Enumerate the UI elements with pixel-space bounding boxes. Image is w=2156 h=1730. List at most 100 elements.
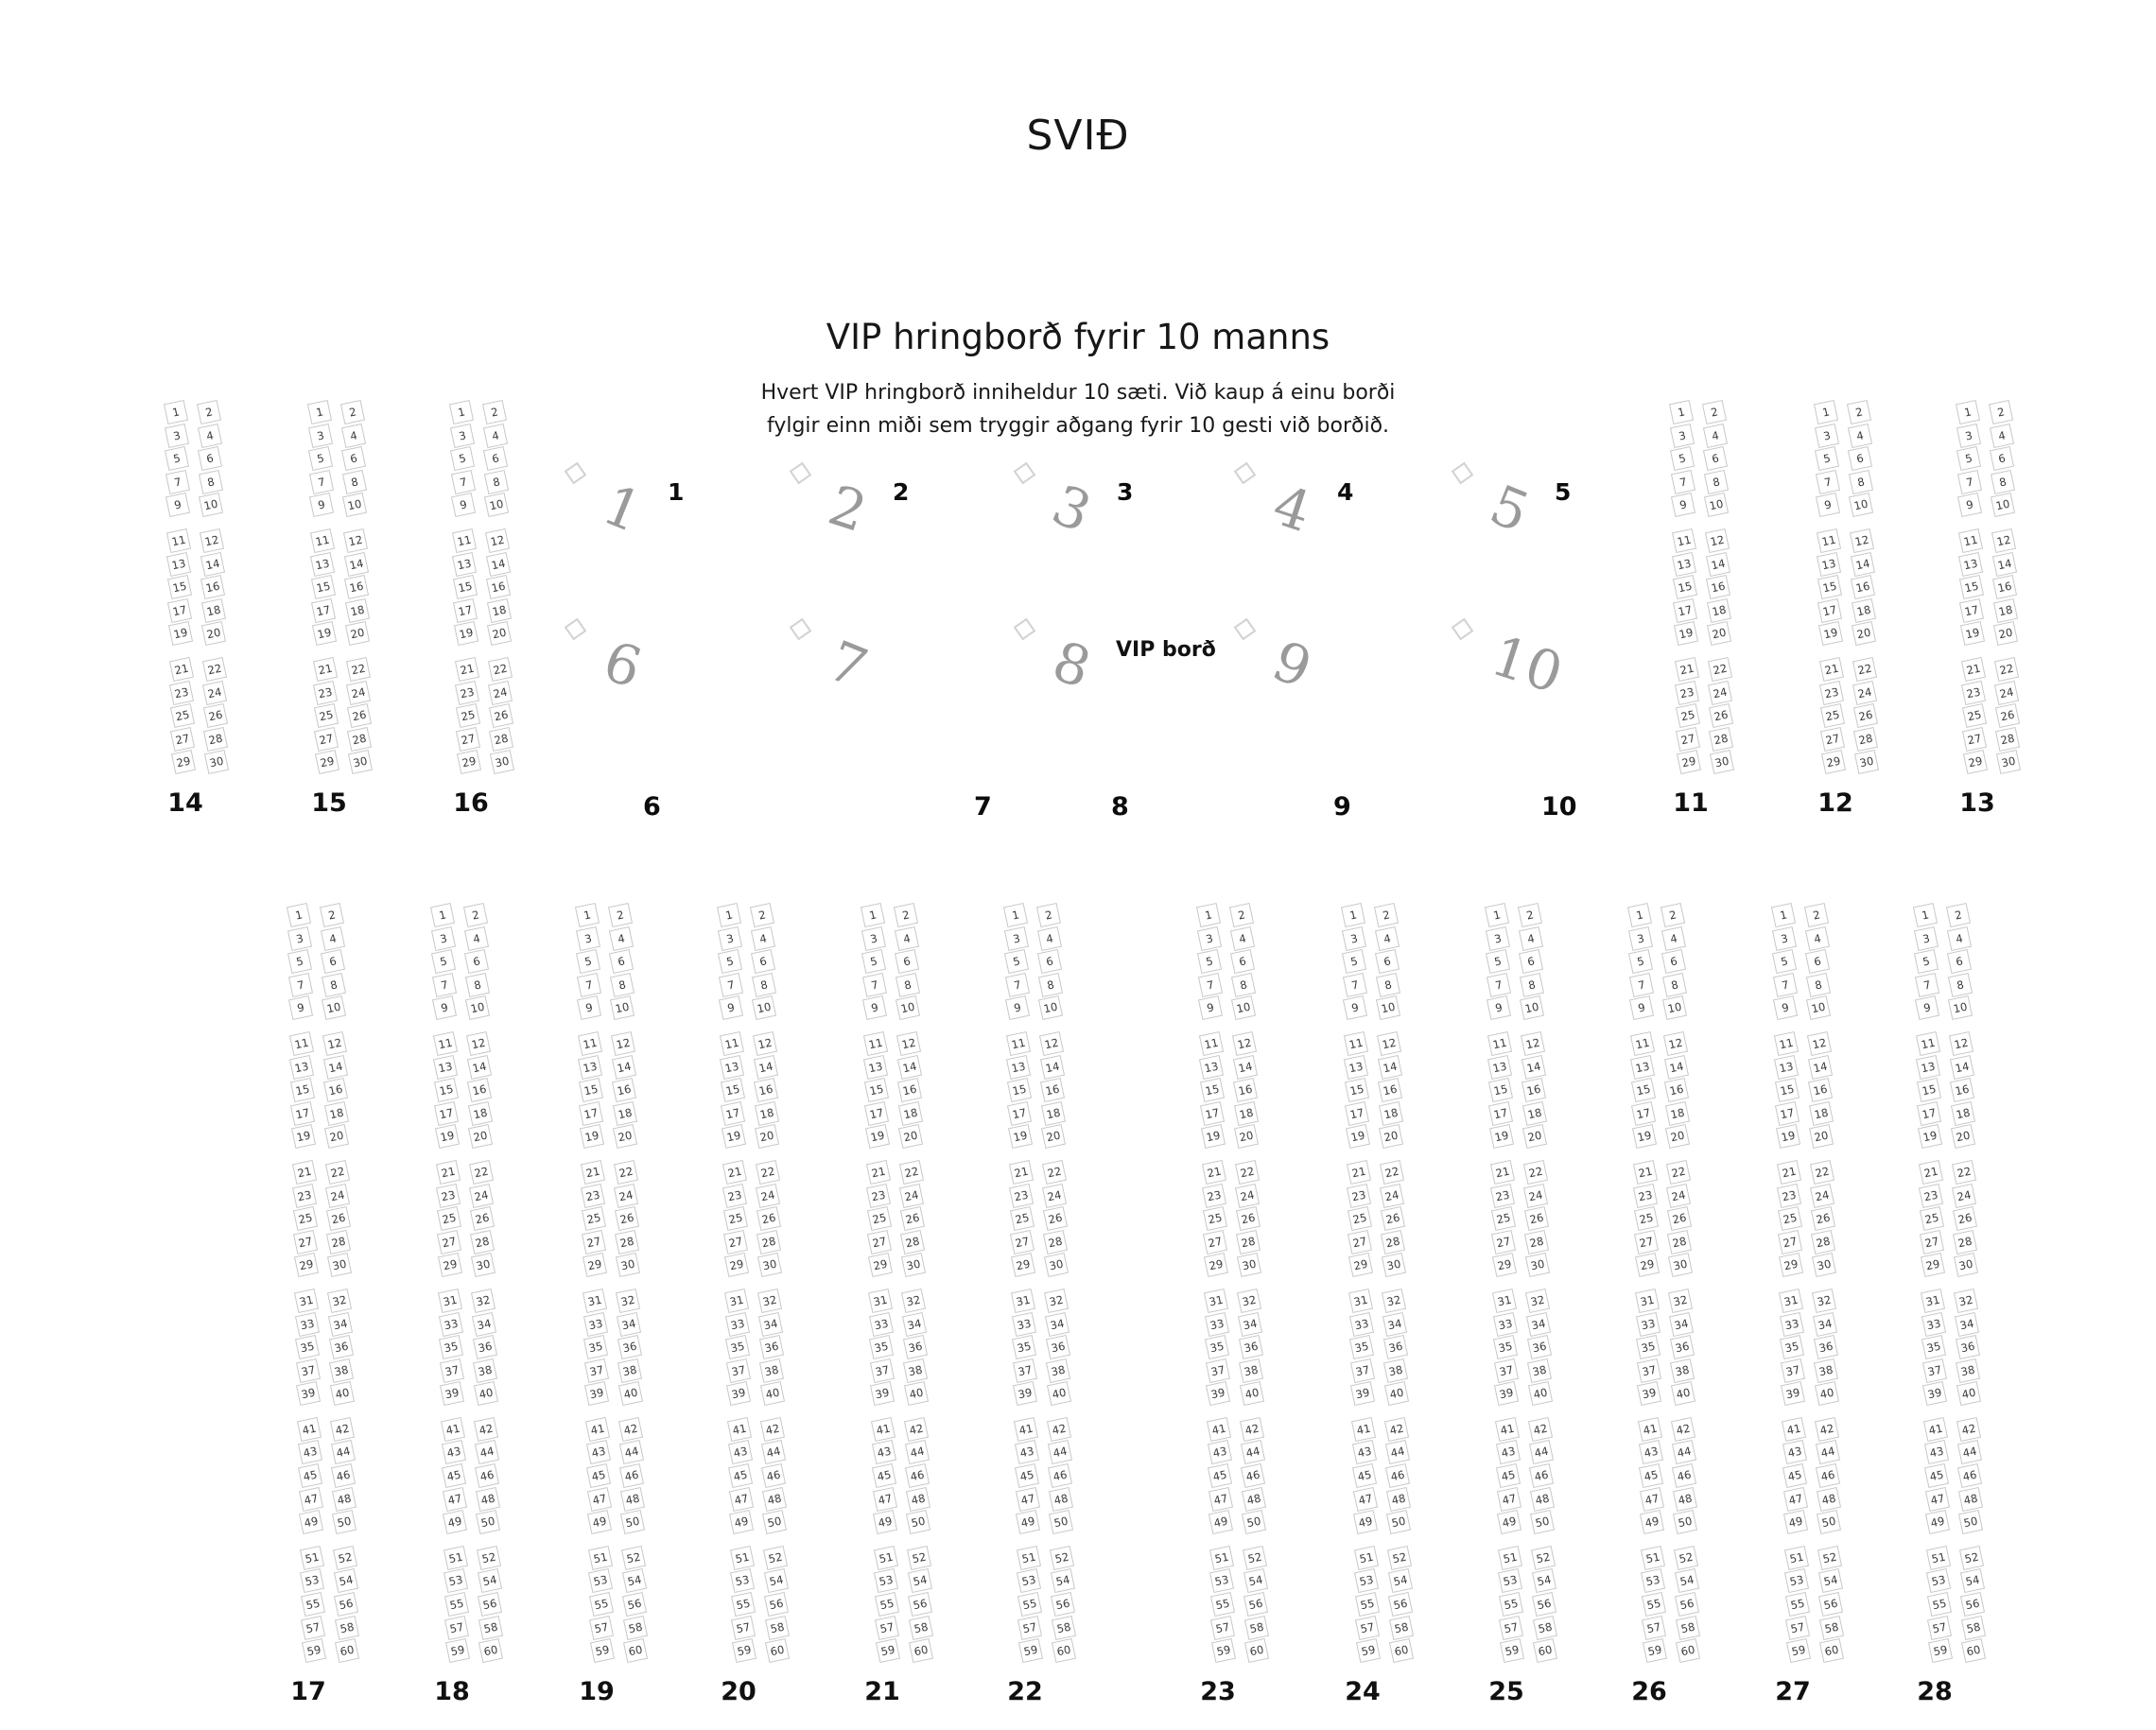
seat[interactable]: 8 [1848, 469, 1873, 494]
seat[interactable]: 42 [1956, 1416, 1982, 1442]
seat[interactable]: 60 [909, 1638, 934, 1664]
seat[interactable]: 6 [609, 949, 635, 975]
seat[interactable]: 42 [1528, 1416, 1554, 1442]
seat[interactable]: 27 [1962, 726, 1988, 752]
seat[interactable]: 30 [1709, 750, 1734, 775]
seat[interactable]: 13 [1630, 1054, 1656, 1080]
seat[interactable]: 25 [313, 703, 339, 729]
seat[interactable]: 27 [1634, 1229, 1660, 1254]
seat[interactable]: 4 [894, 926, 919, 951]
seat[interactable]: 18 [1040, 1100, 1066, 1126]
seat[interactable]: 54 [1674, 1568, 1699, 1594]
seat[interactable]: 50 [1673, 1510, 1698, 1535]
seat[interactable]: 26 [1810, 1206, 1835, 1232]
seat[interactable]: 1 [448, 399, 475, 425]
seat[interactable]: 26 [614, 1206, 639, 1232]
seat[interactable]: 17 [434, 1100, 460, 1126]
seat[interactable]: 8 [1703, 469, 1729, 494]
seat[interactable]: 56 [1243, 1591, 1269, 1618]
seat[interactable]: 23 [1919, 1183, 1944, 1208]
seat[interactable]: 25 [455, 703, 480, 729]
seat[interactable]: 51 [443, 1545, 468, 1570]
seat[interactable]: 27 [170, 726, 196, 752]
seat[interactable]: 13 [1958, 551, 1984, 577]
seat[interactable]: 2 [1518, 902, 1543, 928]
seat[interactable]: 22 [1041, 1159, 1067, 1185]
seat[interactable]: 56 [478, 1591, 503, 1618]
seat[interactable]: 49 [1640, 1510, 1665, 1535]
seat[interactable]: 12 [199, 528, 224, 554]
seat[interactable]: 53 [1498, 1568, 1523, 1594]
seat[interactable]: 47 [728, 1486, 754, 1512]
seat[interactable]: 52 [762, 1545, 788, 1570]
seat[interactable]: 16 [612, 1078, 637, 1103]
seat[interactable]: 40 [617, 1381, 643, 1407]
seat[interactable]: 3 [575, 926, 600, 951]
seat[interactable]: 26 [1235, 1206, 1261, 1232]
seat[interactable]: 15 [1817, 575, 1842, 600]
seat[interactable]: 39 [1781, 1381, 1806, 1407]
seat[interactable]: 3 [1669, 423, 1695, 448]
seat[interactable]: 31 [868, 1288, 894, 1313]
seat[interactable]: 23 [455, 680, 480, 705]
seat[interactable]: 38 [1670, 1358, 1695, 1383]
seat[interactable]: 33 [1635, 1311, 1660, 1337]
seat[interactable]: 13 [1006, 1054, 1032, 1080]
seat[interactable]: 44 [1528, 1440, 1554, 1465]
seat[interactable]: 6 [1519, 949, 1544, 975]
seat[interactable]: 45 [586, 1463, 612, 1489]
seat[interactable]: 1 [1340, 902, 1366, 928]
seat[interactable]: 10 [1662, 995, 1688, 1021]
seat[interactable]: 42 [1047, 1416, 1072, 1442]
seat[interactable]: 13 [166, 551, 192, 577]
seat[interactable]: 1 [1195, 902, 1222, 928]
seat[interactable]: 55 [1209, 1591, 1235, 1618]
seat[interactable]: 52 [1958, 1545, 1984, 1570]
seat[interactable]: 27 [1203, 1229, 1228, 1254]
seat[interactable]: 30 [1524, 1253, 1550, 1278]
seat[interactable]: 2 [340, 399, 366, 425]
seat[interactable]: 10 [1038, 995, 1064, 1021]
seat[interactable]: 20 [898, 1124, 924, 1150]
seat[interactable]: 59 [731, 1638, 756, 1664]
seat[interactable]: 9 [451, 493, 477, 518]
seat[interactable]: 11 [1816, 528, 1841, 554]
seat[interactable]: 5 [1914, 949, 1939, 975]
seat[interactable]: 47 [586, 1486, 612, 1512]
seat[interactable]: 25 [1777, 1206, 1802, 1232]
seat[interactable]: 1 [574, 902, 600, 928]
seat[interactable]: 30 [347, 750, 373, 775]
seat[interactable]: 42 [1384, 1416, 1410, 1442]
seat[interactable]: 49 [1925, 1510, 1951, 1535]
seat[interactable]: 22 [1707, 656, 1732, 682]
seat[interactable]: 38 [329, 1358, 355, 1383]
seat[interactable]: 53 [443, 1568, 469, 1594]
seat[interactable]: 41 [870, 1416, 896, 1442]
seat[interactable]: 3 [1341, 926, 1366, 951]
seat[interactable]: 48 [1529, 1486, 1555, 1512]
seat[interactable]: 36 [1045, 1335, 1070, 1360]
seat[interactable]: 20 [1809, 1124, 1834, 1150]
seat[interactable]: 3 [1814, 423, 1839, 448]
seat[interactable]: 18 [1664, 1100, 1690, 1126]
seat[interactable]: 14 [343, 551, 369, 577]
seat[interactable]: 16 [1950, 1078, 1975, 1103]
seat[interactable]: 59 [1785, 1638, 1811, 1664]
seat[interactable]: 1 [860, 902, 886, 928]
seat[interactable]: 2 [1702, 399, 1728, 425]
seat[interactable]: 22 [468, 1159, 494, 1185]
seat[interactable]: 4 [1660, 926, 1686, 951]
seat[interactable]: 4 [1847, 423, 1872, 448]
seat[interactable]: 38 [1046, 1358, 1071, 1383]
seat[interactable]: 23 [1490, 1183, 1516, 1208]
seat[interactable]: 60 [1389, 1638, 1415, 1664]
seat[interactable]: 34 [1525, 1311, 1552, 1337]
seat[interactable]: 33 [1921, 1311, 1946, 1337]
seat[interactable]: 28 [203, 726, 229, 752]
seat[interactable]: 57 [1927, 1615, 1953, 1640]
seat[interactable]: 16 [897, 1078, 923, 1103]
seat[interactable]: 15 [863, 1078, 889, 1103]
seat[interactable]: 52 [476, 1545, 501, 1570]
seat[interactable]: 3 [1956, 423, 1981, 448]
seat[interactable]: 42 [760, 1416, 786, 1442]
